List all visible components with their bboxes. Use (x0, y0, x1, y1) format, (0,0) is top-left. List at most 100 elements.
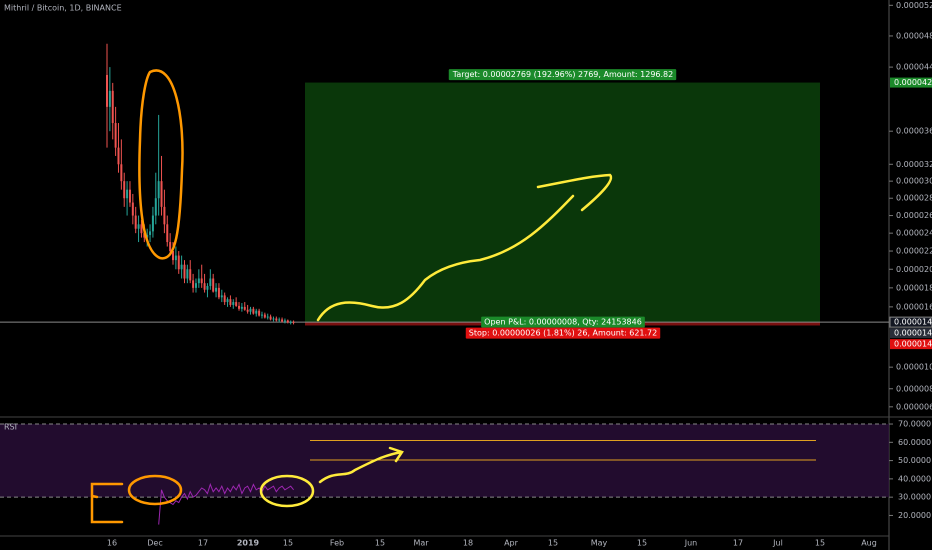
rsi-band (0, 424, 889, 498)
candle-body (220, 295, 223, 298)
candle-body (194, 283, 197, 288)
candle-body (260, 314, 263, 316)
x-tick-label: Jul (772, 539, 783, 548)
candle-body (203, 283, 206, 290)
candle-body (255, 310, 258, 314)
price-tag-label: 0.00001435 (894, 329, 932, 338)
x-tick-label: 2019 (237, 539, 260, 548)
candle-body (275, 318, 278, 321)
candle-body (154, 198, 157, 216)
y-tick-label: 0.00002600 (896, 211, 932, 220)
candle-body (200, 278, 203, 284)
candle-body (126, 189, 129, 199)
candle-body (192, 280, 195, 288)
price-tag (889, 316, 932, 328)
candle-body (166, 224, 169, 243)
candle-body (286, 320, 289, 323)
candle-body (189, 269, 192, 281)
x-tick-label: 15 (283, 539, 293, 548)
x-tick-label: 16 (107, 539, 117, 548)
y-tick-label: 0.00005200 (896, 1, 932, 10)
y-tick-label: 0.00003600 (896, 127, 932, 136)
y-tick-label: 0.00003000 (896, 177, 932, 186)
candle-body (174, 255, 177, 261)
orange-bracket (90, 482, 124, 524)
candle-body (146, 234, 149, 238)
price-tag-label: 0.00001409 (894, 340, 932, 349)
x-tick-label: Dec (147, 539, 162, 548)
candle-body (252, 308, 255, 314)
candle-body (117, 147, 120, 165)
yellow-circle (259, 474, 315, 508)
x-tick-label: 17 (198, 539, 208, 548)
candle-body (169, 242, 172, 252)
candle-body (134, 215, 137, 229)
x-tick-label: 15 (815, 539, 825, 548)
candle-body (160, 181, 163, 207)
x-tick-label: Feb (330, 539, 344, 548)
y-tick-label: 0.00000800 (896, 384, 932, 393)
yellow-arrow (316, 194, 575, 322)
y-tick-label: 0.00004800 (896, 31, 932, 40)
y-tick-label: 0.00003200 (896, 160, 932, 169)
candle-body (263, 314, 266, 318)
y-tick-label: 0.00001600 (896, 302, 932, 311)
candle-body (223, 295, 226, 303)
candle-body (163, 206, 166, 225)
position-label-bg (448, 69, 677, 81)
y-tick-label: 0.00001000 (896, 363, 932, 372)
y-tick-label: 0.00002200 (896, 247, 932, 256)
price-tag (890, 328, 932, 339)
candle-body (289, 321, 292, 323)
orange-circle (127, 474, 183, 506)
candle-body (215, 287, 218, 292)
x-tick-label: 17 (733, 539, 743, 548)
rsi-title: RSI (4, 423, 17, 432)
rsi-y-tick-label: 70.0000 (898, 420, 931, 429)
candle-body (272, 318, 275, 320)
candle-body (183, 264, 186, 279)
candle-body (151, 215, 154, 232)
candle-body (281, 319, 284, 322)
position-label-bg (481, 316, 645, 328)
candle-body (209, 278, 212, 286)
x-tick-label: 15 (637, 539, 647, 548)
x-tick-label: 15 (548, 539, 558, 548)
candle-body (123, 181, 126, 199)
candle-body (238, 305, 241, 309)
x-tick-label: May (591, 539, 608, 548)
symbol-title: Mithril / Bitcoin, 1D, BINANCE (4, 4, 122, 13)
rsi-y-tick-label: 20.0000 (898, 511, 931, 520)
candle-body (292, 321, 295, 323)
candle-body (283, 320, 286, 322)
price-tag (890, 77, 932, 88)
position-label: Stop: 0.00000026 (1.81%) 26, Amount: 621… (469, 329, 657, 338)
candle-body (206, 285, 209, 290)
candle-body (137, 224, 140, 229)
candle-body (108, 90, 111, 107)
candle-body (114, 123, 117, 148)
y-tick-label: 0.00000640 (896, 402, 932, 411)
position-label: Open P&L: 0.00000008, Qty: 24153846 (484, 318, 642, 327)
candle-body (269, 316, 272, 320)
rsi-line (158, 482, 294, 525)
profit-zone (305, 82, 820, 323)
x-tick-label: Aug (861, 539, 877, 548)
x-tick-label: 15 (375, 539, 385, 548)
candle-body (229, 299, 232, 305)
rsi-arrow (318, 446, 404, 484)
x-tick-label: Apr (504, 539, 519, 548)
candle-body (140, 224, 143, 234)
candle-body (106, 74, 108, 107)
candle-body (258, 310, 261, 316)
y-tick-label: 0.00002400 (896, 229, 932, 238)
price-tag-label: 0.00004204 (894, 78, 932, 87)
candle-body (235, 302, 238, 306)
rsi-y-tick-label: 40.0000 (898, 474, 931, 483)
rsi-y-tick-label: 60.0000 (898, 438, 931, 447)
candle-body (212, 278, 215, 292)
candle-body (243, 306, 246, 310)
candle-body (197, 278, 200, 284)
y-tick-label: 0.00002000 (896, 265, 932, 274)
price-tag (890, 339, 932, 350)
